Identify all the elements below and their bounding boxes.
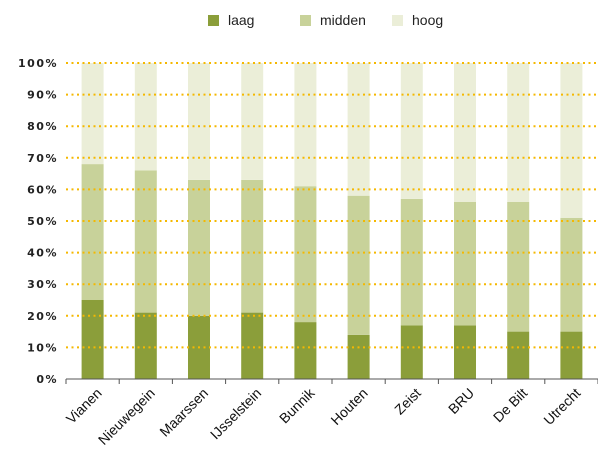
y-tick-label: 10% <box>27 341 58 354</box>
legend-label-laag: laag <box>228 12 254 28</box>
x-tick-label: IJsselstein <box>207 385 265 443</box>
legend-swatch-laag <box>208 15 219 26</box>
x-tick-label: Bunnik <box>276 384 318 426</box>
bar-laag-Houten <box>347 334 370 379</box>
y-tick-label: 80% <box>27 120 58 133</box>
x-tick-label: Houten <box>327 385 370 428</box>
bar-midden-Maarssen <box>188 179 210 316</box>
bar-hoog-Utrecht <box>560 63 583 218</box>
bar-hoog-Houten <box>347 63 370 196</box>
x-tick-label: Zeist <box>391 385 424 418</box>
x-tick-label: De Bilt <box>490 385 531 426</box>
bar-laag-BRU <box>454 325 476 379</box>
bar-laag-IJsselstein <box>241 312 264 379</box>
x-tick-label: Utrecht <box>540 385 583 428</box>
bar-midden-Houten <box>347 195 370 335</box>
legend-label-midden: midden <box>320 12 366 28</box>
x-tick-label: Maarssen <box>156 385 211 440</box>
bar-hoog-IJsselstein <box>241 63 264 180</box>
bar-laag-Bunnik <box>294 322 317 379</box>
y-tick-label: 60% <box>27 183 58 196</box>
y-tick-label: 90% <box>27 89 58 102</box>
bar-hoog-Vianen <box>81 63 104 165</box>
axes <box>65 378 598 384</box>
bar-hoog-De Bilt <box>507 63 530 202</box>
bar-hoog-BRU <box>454 63 476 202</box>
legend-swatch-midden <box>300 15 311 26</box>
y-tick-label: 30% <box>27 278 58 291</box>
bar-midden-Bunnik <box>294 186 317 323</box>
bar-hoog-Maarssen <box>188 63 210 180</box>
legend-label-hoog: hoog <box>412 12 443 28</box>
legend-swatch-hoog <box>392 15 403 26</box>
x-tick-label: Nieuwegein <box>95 385 158 448</box>
y-tick-label: 0% <box>36 373 58 386</box>
x-tick-label: BRU <box>445 385 477 417</box>
bar-midden-Zeist <box>400 198 423 326</box>
x-tick-label: Vianen <box>63 385 105 427</box>
legend: laag midden hoog <box>208 12 443 28</box>
y-tick-label: 100% <box>18 57 58 70</box>
bar-midden-Utrecht <box>560 217 583 332</box>
y-tick-label: 50% <box>27 215 58 228</box>
bar-hoog-Bunnik <box>294 63 317 187</box>
bar-laag-Zeist <box>400 325 423 379</box>
bar-hoog-Nieuwegein <box>134 63 157 171</box>
bar-laag-Nieuwegein <box>134 312 157 379</box>
y-tick-labels: 0% 10% 20% 30% 40% 50% 60% 70% 80% 90% 100% <box>18 57 58 386</box>
bar-midden-BRU <box>454 202 476 326</box>
bar-midden-Nieuwegein <box>134 170 157 313</box>
bar-midden-De Bilt <box>507 202 530 332</box>
y-tick-label: 20% <box>27 310 58 323</box>
bar-laag-De Bilt <box>507 331 530 379</box>
gridlines <box>66 62 598 349</box>
bar-midden-Vianen <box>81 164 104 300</box>
bar-hoog-Zeist <box>400 63 423 199</box>
bar-laag-Utrecht <box>560 331 583 379</box>
y-tick-label: 70% <box>27 152 58 165</box>
y-tick-label: 40% <box>27 247 58 260</box>
bars <box>81 63 583 379</box>
bar-midden-IJsselstein <box>241 179 264 313</box>
bar-laag-Vianen <box>81 300 104 379</box>
